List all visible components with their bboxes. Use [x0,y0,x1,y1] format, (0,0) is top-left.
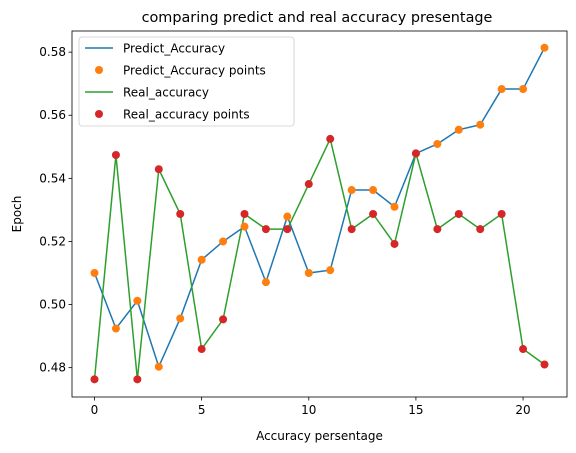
series-3-point [476,225,485,234]
series-3-point [497,210,506,218]
x-axis-label: Accuracy persentage [256,429,383,443]
legend-swatch-point [95,66,103,74]
series-3-point [347,225,356,234]
x-tick-label: 5 [198,403,206,417]
series-1-point [111,324,120,333]
series-1-point [519,85,528,94]
legend: Predict_Accuracy Predict_Accuracy points R… [78,36,295,127]
series-1-point [197,255,206,264]
legend-swatch-point [95,110,103,118]
x-tick-label: 15 [408,403,423,417]
series-1-point [540,43,549,52]
series-1-point [390,202,399,211]
series-1-point [497,85,506,94]
x-tick-label: 20 [515,403,530,417]
series-line-2 [93,138,545,381]
series-1-point [454,125,463,134]
legend-box [78,36,295,127]
series-1-point [347,186,356,195]
y-tick-label: 0.48 [39,361,66,375]
series-3-point [326,134,335,143]
series-3-point [540,360,549,369]
x-tick-label: 0 [91,403,99,417]
y-tick-label: 0.52 [39,234,66,248]
legend-entry-label: Real_accuracy points [123,108,250,122]
series-1-point [369,186,378,195]
series-3-point [90,375,99,384]
series-3-point [261,225,270,234]
x-axis: 0 5 10 15 20 [91,397,531,417]
series-1-point [154,362,163,371]
series-3-point [304,180,313,189]
series-1-point [304,269,313,277]
axes-frame [71,30,568,398]
y-tick-label: 0.54 [39,171,66,185]
y-tick-label: 0.50 [39,298,66,312]
series-3-point [283,225,292,234]
series-3-point [390,239,399,248]
legend-entry-label: Predict_Accuracy points [123,64,266,78]
series-3-point [454,210,463,218]
series-3-point [133,375,142,384]
series-1-point [326,266,335,275]
series-1-point [240,222,249,231]
series-line-0 [93,47,546,368]
series-1-point [219,237,228,246]
x-tick-label: 10 [301,403,316,417]
series-3-point [369,210,378,218]
chart-title: comparing predict and real accuracy pres… [142,10,493,26]
series-1-point [261,278,270,287]
y-axis: 0.48 0.50 0.52 0.54 0.56 0.58 [39,45,72,375]
series-1-point [283,212,292,221]
plot-points [90,43,549,384]
legend-entry-label: Predict_Accuracy [123,42,225,56]
legend-entry-label: Real_accuracy [123,86,209,100]
series-3-point [240,210,249,218]
series-3-point [411,149,420,158]
series-1-point [133,296,142,305]
series-1-point [90,269,99,277]
series-3-point [111,151,120,159]
series-1-point [176,314,185,323]
series-3-point [433,225,442,234]
y-tick-label: 0.56 [39,108,66,122]
series-1-point [476,120,485,129]
series-3-point [154,165,163,174]
plot-lines [93,47,546,381]
y-axis-label: Epoch [10,196,24,233]
series-3-point [176,210,185,218]
series-3-point [197,345,206,354]
series-1-point [433,139,442,148]
series-3-point [519,345,528,354]
series-3-point [219,315,228,324]
y-tick-label: 0.58 [39,45,66,59]
